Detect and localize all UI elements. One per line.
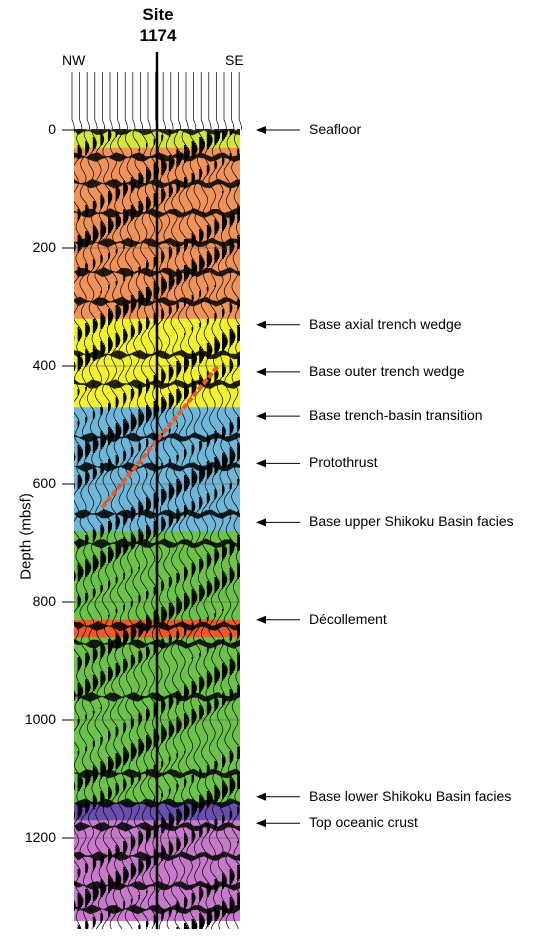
trace-fill (123, 129, 129, 909)
arrowhead-icon (256, 126, 266, 134)
trace-fill (92, 137, 99, 927)
depth-tick-label: 800 (32, 593, 56, 609)
trace-line (132, 129, 145, 929)
trace-header-line (71, 72, 75, 131)
arrowhead-icon (256, 819, 266, 828)
trace-line (79, 129, 92, 929)
depth-tick-label: 400 (32, 357, 56, 373)
trace-fill (229, 129, 236, 913)
horizon-label-top-oceanic-crust: Top oceanic crust (309, 814, 418, 831)
trace-fill (77, 129, 84, 929)
trace-line (86, 129, 99, 929)
horizon-label-base-upper-shikoku-basin-facies: Base upper Shikoku Basin facies (309, 513, 514, 530)
arrowhead-icon (256, 792, 266, 801)
trace-header-line (102, 72, 105, 131)
horizon-arrows (256, 126, 300, 828)
horizon-label-base-outer-trench-wedge: Base outer trench wedge (309, 362, 465, 379)
trace-line (178, 129, 190, 929)
direction-se-label: SE (225, 52, 244, 68)
trace-fill (115, 129, 122, 913)
reflector-band (74, 129, 240, 136)
trace-line (124, 129, 137, 929)
arrowhead-icon (256, 518, 266, 527)
depth-tick-label: 600 (32, 475, 56, 491)
arrowhead-icon (256, 412, 266, 421)
trace-fill (108, 129, 114, 917)
trace-header-line (208, 72, 212, 131)
depth-tick-label: 1000 (24, 711, 56, 727)
depth-tick-label: 1200 (24, 829, 56, 845)
trace-line (185, 129, 198, 929)
depth-tick-label: 0 (48, 121, 56, 137)
depth-tick-label: 200 (32, 239, 56, 255)
horizon-label-protothrust: Protothrust (309, 454, 378, 471)
trace-header-line (109, 72, 113, 131)
trace-header-line (86, 72, 90, 131)
trace-fill (138, 149, 144, 929)
trace-header-line (178, 72, 181, 131)
trace-fill (176, 129, 182, 929)
arrowhead-icon (256, 367, 266, 376)
trace-header-line (117, 72, 121, 131)
protothrust-trace (100, 364, 220, 509)
horizon-label-base-lower-shikoku-basin-facies: Base lower Shikoku Basin facies (309, 787, 512, 804)
direction-nw-label: NW (62, 52, 86, 68)
trace-fill (100, 133, 106, 923)
trace-header-line (193, 72, 197, 131)
trace-fill (237, 129, 240, 909)
trace-header-line (94, 72, 98, 131)
trace-line (140, 129, 152, 929)
trace-line (74, 129, 84, 929)
trace-fill (146, 143, 152, 927)
trace-header-line (124, 72, 128, 131)
trace-header-line (185, 72, 189, 131)
trace-header-line (238, 72, 242, 131)
arrowhead-icon (256, 320, 266, 329)
protothrust-line (100, 364, 220, 509)
trace-fill (161, 135, 167, 921)
trace-header-line (223, 72, 227, 131)
trace-fill (168, 129, 175, 917)
trace-line (74, 129, 76, 911)
arrowhead-icon (256, 459, 266, 468)
site-title: Site 1174 (120, 4, 196, 46)
arrowhead-icon (256, 615, 266, 624)
trace-header-line (79, 72, 83, 131)
trace-header-line (200, 72, 204, 131)
site-title-line1: Site (142, 5, 174, 24)
trace-line (193, 129, 206, 929)
trace-line (231, 129, 240, 929)
site-title-line2: 1174 (139, 26, 177, 45)
trace-fill (85, 141, 91, 929)
trace-header-line (147, 72, 151, 131)
trace-fill (222, 129, 228, 917)
trace-header-line (162, 72, 166, 131)
horizon-label-seafloor: Seafloor (309, 121, 362, 137)
trace-header-line (132, 72, 136, 131)
trace-header-line (216, 72, 219, 131)
trace-line (223, 129, 236, 929)
depth-ticks (62, 129, 240, 839)
trace-headers (71, 72, 242, 131)
trace-line (170, 129, 183, 929)
trace-header-line (140, 72, 143, 131)
trace-line (117, 129, 130, 929)
trace-line (162, 129, 175, 929)
trace-header-line (170, 72, 174, 131)
horizon-label-base-axial-trench-wedge: Base axial trench wedge (309, 315, 462, 332)
horizon-label-decollement: Décollement (309, 610, 387, 627)
horizon-label-base-trench-basin-transition: Base trench-basin transition (309, 407, 483, 424)
trace-header-line (231, 72, 235, 131)
